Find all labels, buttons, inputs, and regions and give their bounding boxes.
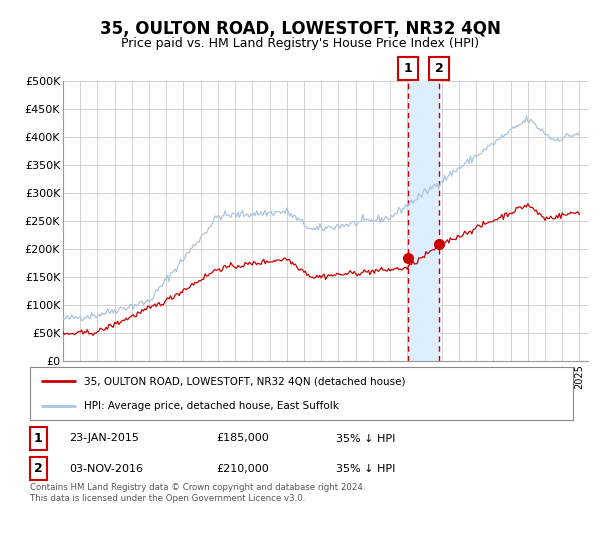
Text: £185,000: £185,000 bbox=[216, 433, 269, 444]
Text: 2: 2 bbox=[34, 462, 43, 475]
Text: 1: 1 bbox=[404, 62, 413, 75]
Text: 23-JAN-2015: 23-JAN-2015 bbox=[69, 433, 139, 444]
Text: 03-NOV-2016: 03-NOV-2016 bbox=[69, 464, 143, 474]
Text: Price paid vs. HM Land Registry's House Price Index (HPI): Price paid vs. HM Land Registry's House … bbox=[121, 38, 479, 50]
Text: HPI: Average price, detached house, East Suffolk: HPI: Average price, detached house, East… bbox=[85, 400, 339, 410]
Text: 35, OULTON ROAD, LOWESTOFT, NR32 4QN: 35, OULTON ROAD, LOWESTOFT, NR32 4QN bbox=[100, 20, 500, 38]
Text: 1: 1 bbox=[34, 432, 43, 445]
Text: £210,000: £210,000 bbox=[216, 464, 269, 474]
Text: 35% ↓ HPI: 35% ↓ HPI bbox=[336, 433, 395, 444]
Text: 35% ↓ HPI: 35% ↓ HPI bbox=[336, 464, 395, 474]
Text: 2: 2 bbox=[434, 62, 443, 75]
Text: Contains HM Land Registry data © Crown copyright and database right 2024.
This d: Contains HM Land Registry data © Crown c… bbox=[30, 483, 365, 503]
Bar bbox=[408, 81, 439, 361]
Text: 35, OULTON ROAD, LOWESTOFT, NR32 4QN (detached house): 35, OULTON ROAD, LOWESTOFT, NR32 4QN (de… bbox=[85, 376, 406, 386]
